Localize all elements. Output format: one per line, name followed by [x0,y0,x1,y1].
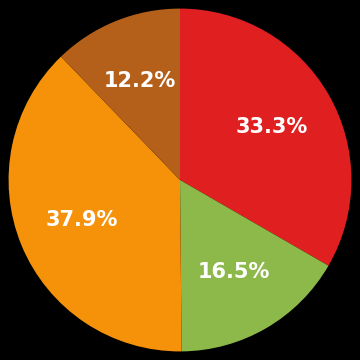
Wedge shape [9,57,181,351]
Text: 33.3%: 33.3% [236,117,308,137]
Text: 16.5%: 16.5% [197,262,270,282]
Wedge shape [180,9,351,266]
Text: 37.9%: 37.9% [45,210,118,230]
Wedge shape [61,9,180,180]
Text: 12.2%: 12.2% [104,71,176,91]
Wedge shape [180,180,328,351]
